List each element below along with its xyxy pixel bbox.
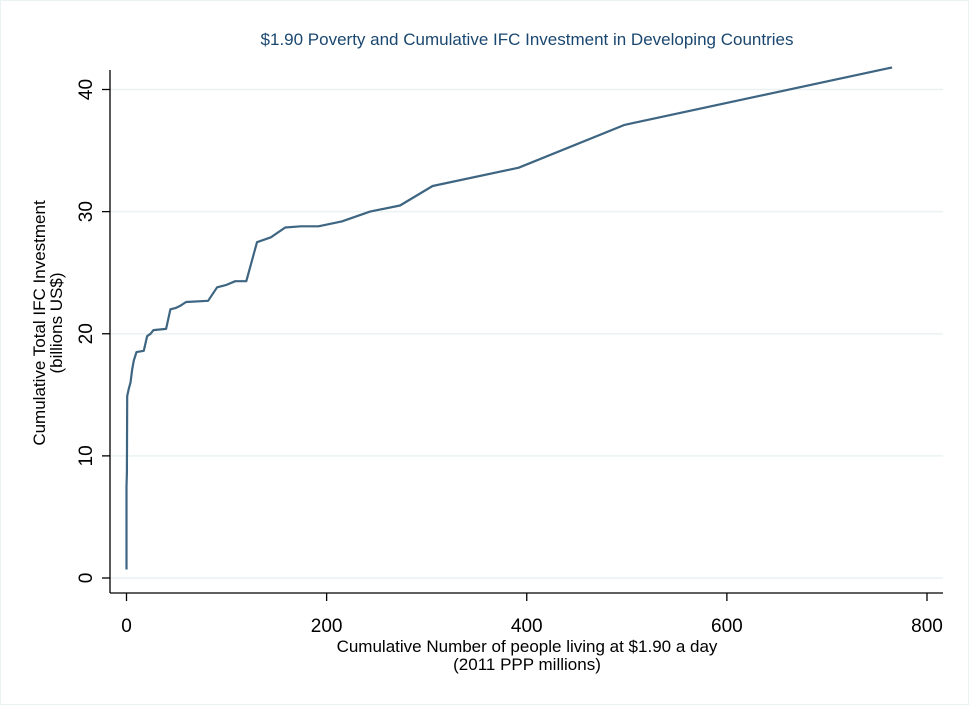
x-tick-label-400: 400 — [511, 616, 543, 637]
y-ticks: 0 10 20 30 40 — [76, 79, 110, 583]
y-tick-label-30: 30 — [76, 201, 97, 222]
x-axis-label-line2: (2011 PPP millions) — [453, 655, 601, 674]
y-tick-label-20: 20 — [76, 323, 97, 344]
axes — [109, 70, 943, 594]
y-axis-label-line2: (billions US$) — [47, 272, 66, 373]
chart-title: $1.90 Poverty and Cumulative IFC Investm… — [261, 30, 794, 49]
y-tick-label-0: 0 — [76, 573, 97, 584]
x-tick-label-200: 200 — [311, 616, 343, 637]
gridlines — [110, 88, 943, 579]
y-tick-label-40: 40 — [76, 79, 97, 100]
y-tick-label-10: 10 — [76, 445, 97, 466]
x-ticks: 0 200 400 600 800 — [121, 593, 943, 637]
series-line-cumulative-ifc-investment — [125, 66, 893, 570]
x-tick-label-0: 0 — [121, 616, 132, 637]
x-axis-label-line1: Cumulative Number of people living at $1… — [337, 637, 718, 656]
x-tick-label-600: 600 — [711, 616, 743, 637]
x-tick-label-800: 800 — [911, 616, 943, 637]
y-axis-label-line1: Cumulative Total IFC Investment — [30, 200, 49, 446]
